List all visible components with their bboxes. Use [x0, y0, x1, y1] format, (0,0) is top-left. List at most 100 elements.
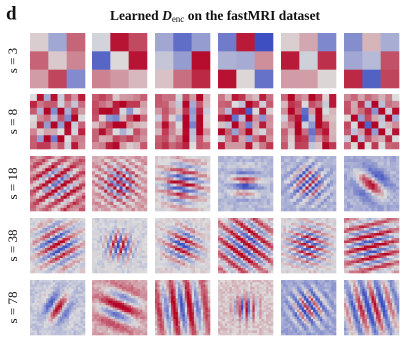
kernel-cell [45, 248, 48, 251]
kernel-cell [35, 271, 38, 274]
kernel-cell [344, 208, 347, 211]
kernel-cell [311, 263, 314, 266]
kernel-cell [95, 177, 98, 180]
kernel-cell [291, 228, 294, 231]
kernel-cell [305, 208, 308, 211]
kernel-cell [30, 128, 37, 135]
kernel-cell [288, 142, 295, 149]
kernel-cell [242, 180, 245, 183]
kernel-cell [387, 190, 390, 193]
kernel-cell [168, 258, 171, 261]
kernel-cell [233, 243, 236, 246]
kernel-cell [268, 243, 271, 246]
kernel-cell [284, 205, 287, 208]
kernel-cell [68, 233, 71, 236]
kernel-cell [130, 243, 133, 246]
kernel-cell [218, 128, 225, 135]
kernel-cell [374, 223, 377, 226]
kernel-cell [249, 159, 252, 162]
kernel-cell [218, 135, 225, 142]
kernel-cell [68, 223, 71, 226]
kernel-cell [390, 174, 393, 177]
kernel-cell [101, 184, 104, 187]
kernel-cell [167, 196, 170, 199]
kernel-cell [296, 221, 299, 224]
kernel-cell [299, 223, 302, 226]
kernel-cell [45, 261, 48, 264]
kernel-cell [161, 196, 164, 199]
kernel-cell [180, 218, 183, 221]
kernel-cell [113, 135, 120, 142]
kernel-cell [115, 228, 118, 231]
kernel-cell [315, 184, 318, 187]
kernel-cell [207, 193, 210, 196]
kernel-cell [107, 205, 110, 208]
kernel-cell [158, 253, 161, 256]
kernel-cell [82, 159, 85, 162]
kernel-cell [70, 205, 73, 208]
kernel-cell [145, 238, 148, 241]
kernel-cell [45, 241, 48, 244]
kernel-cell [82, 187, 85, 190]
kernel-cell [42, 187, 45, 190]
kernel-cell [246, 202, 249, 205]
kernel-cell [327, 171, 330, 174]
kernel-cell [281, 184, 284, 187]
kernel-cell [299, 221, 302, 224]
kernel-cell [165, 246, 168, 249]
kernel-cell [38, 248, 41, 251]
kernel-cell [264, 180, 267, 183]
kernel-cell [204, 196, 207, 199]
kernel-cell [304, 221, 307, 224]
kernel-cell [54, 177, 57, 180]
kernel-cell [327, 187, 330, 190]
kernel-cell [231, 231, 234, 234]
kernel-cell [316, 271, 319, 274]
kernel-cell [67, 162, 70, 165]
kernel-cell [268, 268, 271, 271]
kernel-cell [299, 33, 318, 52]
kernel-cell [331, 231, 334, 234]
kernel-cell [321, 205, 324, 208]
kernel-cell [170, 263, 173, 266]
kernel-cell [113, 177, 116, 180]
kernel-cell [246, 180, 249, 183]
kernel-cell [239, 168, 242, 171]
kernel-cell [102, 246, 105, 249]
kernel-cell [83, 226, 86, 229]
kernel-cell [73, 208, 76, 211]
kernel-cell [241, 251, 244, 254]
kernel-cell [353, 159, 356, 162]
kernel-cell [309, 258, 312, 261]
kernel-cell [327, 190, 330, 193]
kernel-cell [92, 251, 95, 254]
kernel-cell [218, 199, 221, 202]
kernel-cell [218, 238, 221, 241]
kernel-cell [190, 266, 193, 269]
kernel-cell [30, 233, 33, 236]
kernel-cell [365, 108, 372, 115]
kernel-cell [180, 256, 183, 259]
kernel-cell [203, 251, 206, 254]
kernel-cell [261, 233, 264, 236]
kernel-cell [205, 236, 208, 239]
kernel-cell [267, 177, 270, 180]
kernel-cell [107, 168, 110, 171]
kernel-cell [164, 199, 167, 202]
kernel-cell [287, 187, 290, 190]
kernel-cell [39, 193, 42, 196]
kernel-cell [102, 226, 105, 229]
kernel-cell [53, 258, 56, 261]
kernel-cell [218, 233, 221, 236]
kernel-cell [218, 70, 237, 89]
kernel-cell [70, 168, 73, 171]
kernel-cell [102, 261, 105, 264]
kernel-cell [324, 187, 327, 190]
kernel-cell [127, 268, 130, 271]
kernel-cell [129, 187, 132, 190]
kernel-cell [51, 115, 58, 122]
kernel-cell [82, 180, 85, 183]
kernel-cell [256, 251, 259, 254]
kernel-cell [39, 208, 42, 211]
kernel-cell [183, 177, 186, 180]
